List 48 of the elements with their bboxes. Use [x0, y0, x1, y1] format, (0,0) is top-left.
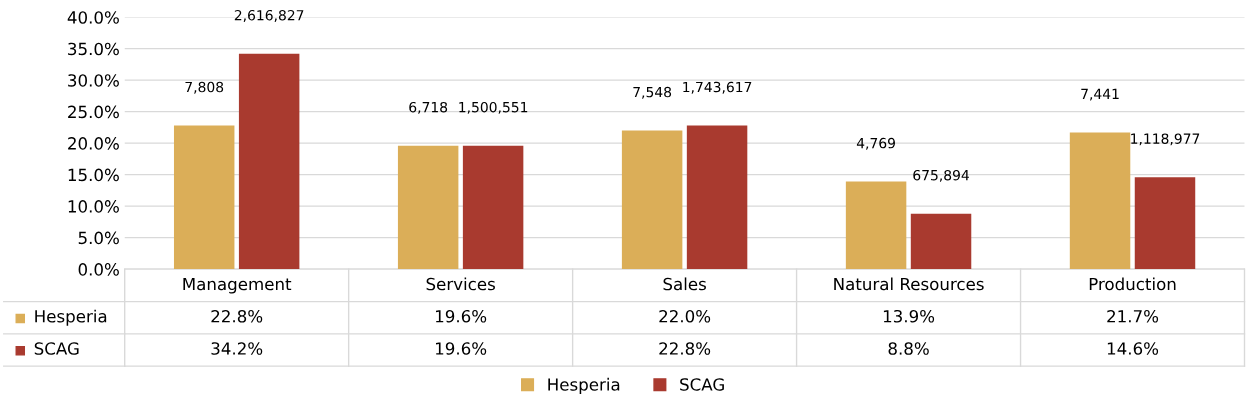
annotation: 4,769	[856, 137, 895, 150]
x-tick-label: Management	[183, 277, 292, 294]
annotation: 2,616,827	[234, 9, 304, 22]
annotation: 675,894	[913, 169, 969, 182]
bar	[1134, 177, 1196, 270]
text: 19.6%	[436, 309, 487, 323]
text: 21.7%	[1107, 309, 1159, 323]
text: Hesperia	[548, 377, 620, 394]
legend-label: Hesperia	[35, 309, 107, 326]
text: 14.6%	[1107, 342, 1159, 355]
annotation: 7,548	[633, 86, 672, 99]
y-tick-label: 5.0%	[78, 231, 119, 245]
bar	[845, 181, 907, 270]
annotation: 1,118,977	[1131, 133, 1200, 146]
bar	[173, 125, 235, 270]
bar	[238, 53, 300, 270]
text: 8.8%	[888, 342, 929, 355]
bar	[686, 125, 748, 270]
text: 34.2%	[211, 342, 263, 355]
x-tick-label: Services	[426, 277, 495, 291]
bar	[462, 145, 524, 270]
y-tick-label: 10.0%	[68, 200, 119, 213]
y-tick-label: 35.0%	[68, 42, 119, 56]
x-tick-label: Production	[1089, 277, 1176, 291]
bar	[621, 130, 683, 270]
text: 19.6%	[436, 342, 487, 355]
y-tick-label: 30.0%	[68, 74, 119, 87]
bar	[1069, 132, 1131, 270]
y-tick-label: 0.0%	[78, 263, 119, 276]
text: 13.9%	[883, 309, 935, 323]
text: 22.8%	[211, 309, 263, 323]
annotation: 1,743,617	[683, 81, 752, 94]
annotation: 7,808	[185, 81, 224, 94]
annotation: 6,718	[409, 101, 448, 114]
y-tick-label: 40.0%	[67, 11, 119, 24]
annotation: 1,500,551	[459, 101, 528, 114]
annotation: 7,441	[1081, 88, 1119, 101]
x-tick-label: Sales	[663, 277, 706, 291]
text: 22.8%	[659, 342, 711, 355]
y-tick-label: 25.0%	[68, 105, 119, 119]
text: 22.0%	[659, 309, 711, 323]
y-tick-label: 20.0%	[68, 137, 119, 150]
legend-label: SCAG	[680, 378, 724, 391]
text: SCAG	[34, 342, 79, 355]
x-tick-label: Natural Resources	[834, 277, 984, 291]
bar	[397, 145, 459, 270]
y-tick-label: 15.0%	[68, 168, 119, 182]
bar	[910, 213, 972, 270]
